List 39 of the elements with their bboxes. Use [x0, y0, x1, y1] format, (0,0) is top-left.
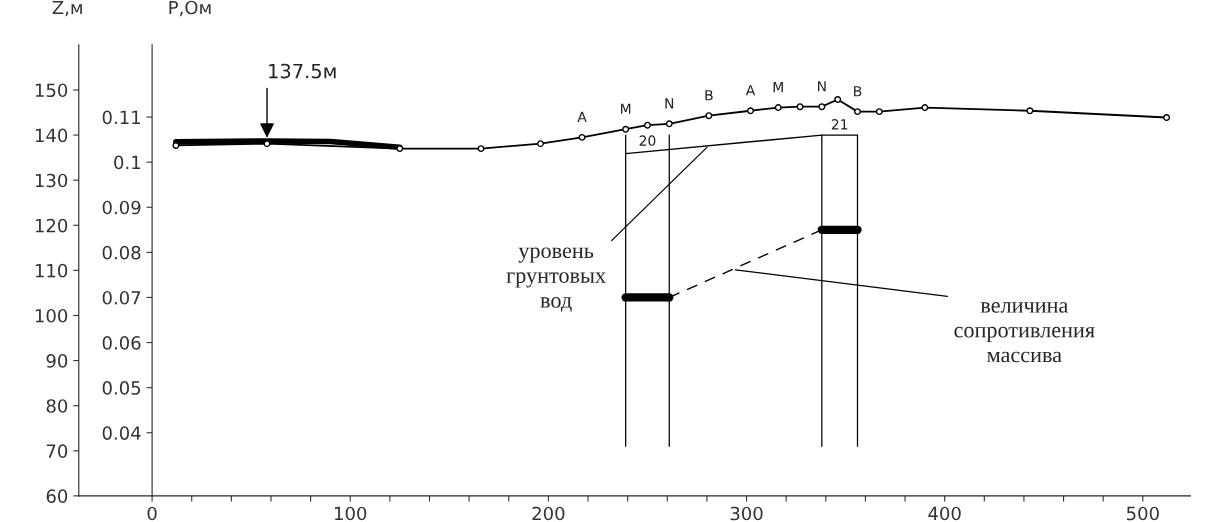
annotation: B — [854, 86, 862, 97]
annotation: M — [621, 103, 631, 114]
annotation: N — [665, 98, 674, 109]
x-tick-label: 0 — [147, 506, 157, 521]
y-tick-label: 110 — [35, 263, 68, 278]
x-tick-label: 100 — [334, 506, 367, 521]
y-tick-label: 120 — [35, 218, 68, 233]
y-tick-label: 60 — [46, 489, 68, 504]
x-tick-label: 500 — [1126, 506, 1159, 521]
annotation: 137.5м — [269, 63, 336, 79]
y-tick-label: 100 — [35, 308, 68, 323]
y-tick-label: 150 — [35, 83, 68, 98]
annotation: 21 — [831, 119, 848, 130]
y2-tick-label: 0.1 — [114, 155, 141, 170]
y2-tick-label: 0.11 — [102, 110, 141, 125]
y-axis-title: Z,м — [52, 0, 82, 17]
y2-tick-label: 0.07 — [102, 290, 141, 305]
annotation: A — [577, 111, 587, 122]
annotation: B — [705, 90, 713, 101]
x-tick-label: 200 — [532, 506, 565, 521]
annotation: M — [773, 82, 783, 93]
x-tick-label: 400 — [928, 506, 961, 521]
y2-tick-label: 0.09 — [102, 200, 141, 215]
y2-tick-label: 0.08 — [102, 245, 141, 260]
y2-tick-label: 0.05 — [102, 381, 141, 395]
x-tick-label: 300 — [730, 506, 763, 521]
y-tick-label: 140 — [35, 128, 68, 143]
annotation: 20 — [639, 135, 656, 146]
y2-tick-label: 0.04 — [102, 426, 141, 440]
y-tick-label: 90 — [46, 354, 68, 368]
y-tick-label: 130 — [35, 173, 68, 188]
y2-axis-title: P,Ом — [169, 0, 211, 17]
y-tick-label: 70 — [46, 444, 68, 458]
annotation: уровень грунтовых вод — [506, 247, 606, 312]
annotation: N — [817, 81, 826, 92]
y2-tick-label: 0.06 — [102, 336, 141, 350]
annotation: величина сопротивления массива — [954, 302, 1095, 363]
y-tick-label: 80 — [46, 399, 68, 413]
annotation: A — [745, 85, 756, 96]
